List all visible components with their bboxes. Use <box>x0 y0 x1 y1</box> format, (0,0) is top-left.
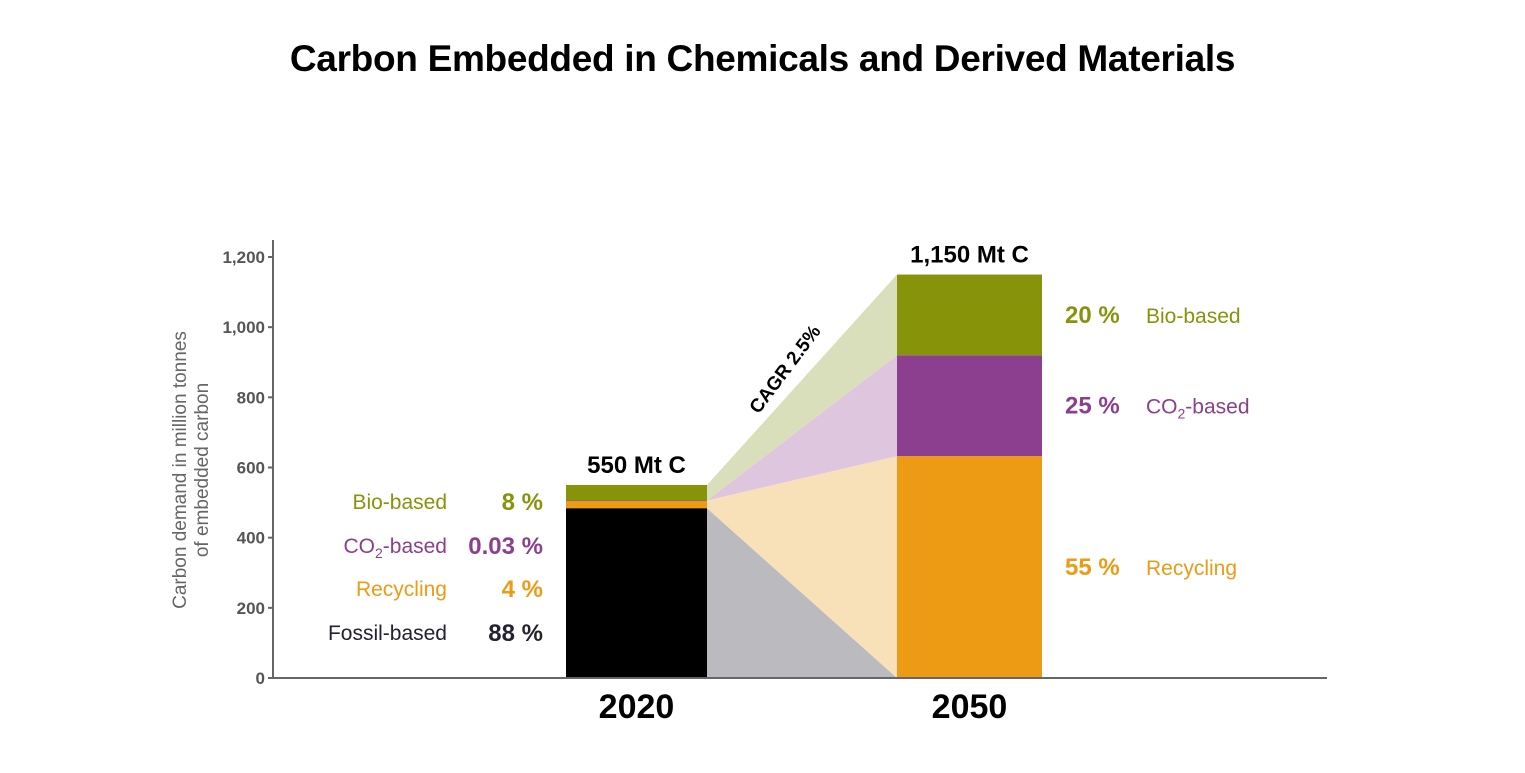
y-tick-label: 1,000 <box>222 318 265 337</box>
pct-label-2050: 25 % <box>1065 393 1120 420</box>
subscript: 2 <box>375 545 383 561</box>
legend-label-2020: CO2-based <box>343 535 447 561</box>
y-tick-label: 600 <box>237 459 265 478</box>
subscript: 2 <box>1178 406 1186 422</box>
bar-2020-co2-based <box>566 500 707 502</box>
y-axis-title-line: of embedded carbon <box>192 383 213 557</box>
x-category-label: 2020 <box>599 688 675 726</box>
total-label: 550 Mt C <box>587 452 686 479</box>
bar-2050-bio-based <box>897 274 1042 356</box>
legend-label-2050: Bio-based <box>1146 305 1241 328</box>
bar-2020-fossil-based <box>566 508 707 678</box>
pct-label-2050: 55 % <box>1065 554 1120 581</box>
legend-label-2020: Recycling <box>356 578 447 601</box>
y-axis-title: Carbon demand in million tonnesof embedd… <box>170 331 213 609</box>
pct-label-2020: 0.03 % <box>468 533 543 560</box>
label-rest: -based <box>383 535 447 558</box>
pct-label-2050: 20 % <box>1065 302 1120 329</box>
bar-2050-co2-based <box>897 355 1042 457</box>
pct-label-2020: 4 % <box>502 576 543 603</box>
pct-label-2020: 8 % <box>502 489 543 516</box>
total-label: 1,150 Mt C <box>910 242 1029 269</box>
legend-label-2020: Fossil-based <box>328 622 447 645</box>
legend-label-2020: Bio-based <box>352 491 447 514</box>
flow-band-bio-based <box>707 274 897 501</box>
legend-label-2050: Recycling <box>1146 557 1237 580</box>
pct-label-2020: 88 % <box>488 620 543 647</box>
y-tick-label: 200 <box>237 599 265 618</box>
label-rest: -based <box>1185 396 1249 419</box>
legend-label-2050: CO2-based <box>1146 396 1250 422</box>
y-tick-label: 400 <box>237 529 265 548</box>
y-tick-label: 0 <box>256 669 265 688</box>
bar-2050-recycling <box>897 456 1042 678</box>
flow-band-co2-based <box>707 355 897 501</box>
x-category-label: 2050 <box>932 688 1008 726</box>
bar-2020-recycling <box>566 500 707 509</box>
bar-2020-bio-based <box>566 484 707 501</box>
chart-title: Carbon Embedded in Chemicals and Derived… <box>289 38 1236 79</box>
y-tick-label: 1,200 <box>222 248 265 267</box>
flow-band-recycling <box>707 456 897 678</box>
y-axis-title-line: Carbon demand in million tonnes <box>170 331 191 609</box>
y-tick-label: 800 <box>237 388 265 407</box>
